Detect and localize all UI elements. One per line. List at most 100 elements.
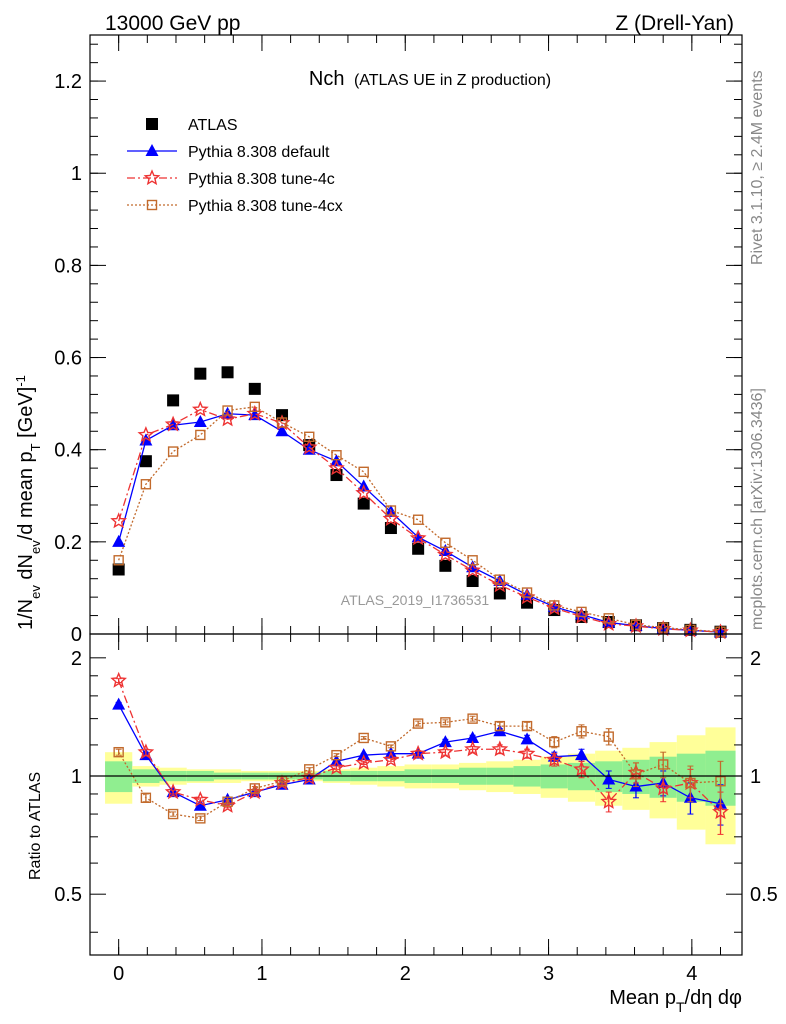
- main-data-point: [139, 433, 153, 446]
- legend: ATLAS Pythia 8.308 default Pythia 8.308 tu…: [127, 117, 343, 215]
- main-data-point: [164, 415, 182, 432]
- ratio-data-point: [195, 813, 206, 824]
- main-data-point: [385, 505, 397, 516]
- main-data-point: [358, 466, 369, 478]
- rivet-version-label: Rivet 3.1.10, ≥ 2.4M events: [749, 70, 766, 265]
- main-data-point: [440, 537, 451, 548]
- ratio-data-point: [464, 740, 482, 757]
- ratio-data-point: [112, 697, 126, 710]
- ratio-data-point: [715, 776, 726, 787]
- ratio-data-point: [191, 790, 209, 807]
- ratio-y-tick-label: 2: [71, 648, 82, 670]
- main-data-point: [328, 459, 345, 476]
- ratio-y-tick-label-right: 2: [750, 648, 761, 670]
- main-data-point: [412, 514, 424, 525]
- ratio-data-point: [494, 720, 506, 732]
- x-tick-label: 3: [543, 963, 554, 985]
- main-y-tick-label: 0.6: [54, 348, 82, 370]
- header-left-label: 13000 GeV pp: [105, 12, 240, 35]
- main-data-point: [464, 561, 482, 578]
- x-tick-label: 4: [686, 963, 697, 985]
- ratio-band-inner: [105, 761, 133, 793]
- ratio-data-point: [409, 744, 427, 761]
- main-data-point: [466, 575, 479, 588]
- main-y-tick-label: 0.4: [54, 440, 82, 462]
- main-data-point: [549, 600, 560, 611]
- ratio-data-point: [304, 764, 315, 775]
- legend-marker: [146, 199, 158, 211]
- ratio-data-point: [358, 732, 369, 744]
- main-data-point: [300, 438, 318, 455]
- ratio-data-point: [164, 783, 182, 800]
- header-right-label: Z (Drell-Yan): [615, 12, 734, 35]
- ratio-data-point: [328, 758, 345, 775]
- main-data-point: [466, 560, 480, 573]
- ratio-y-tick-label-right: 0.5: [750, 884, 778, 906]
- ratio-data-point: [657, 759, 669, 770]
- main-data-point: [112, 534, 126, 547]
- ratio-y-tick-label: 1: [71, 766, 82, 788]
- main-data-point: [276, 417, 288, 428]
- main-data-point: [521, 587, 533, 598]
- x-tick-label: 0: [113, 963, 124, 985]
- main-data-point: [167, 394, 180, 407]
- ratio-data-point: [331, 749, 342, 761]
- ratio-data-point: [491, 740, 509, 757]
- x-tick-label: 2: [400, 963, 411, 985]
- ratio-data-point: [603, 731, 614, 742]
- ratio-data-point: [600, 792, 618, 809]
- ratio-data-point: [440, 717, 451, 728]
- ratio-data-point: [167, 808, 179, 820]
- main-data-point: [357, 497, 370, 510]
- plot-title-sub: (ATLAS UE in Z production): [354, 72, 551, 89]
- ratio-data-point: [436, 743, 454, 760]
- main-data-point: [275, 424, 289, 437]
- main-data-point: [221, 366, 234, 379]
- main-data-point: [249, 401, 260, 413]
- main-y-tick-label: 0.2: [54, 532, 82, 554]
- legend-label: Pythia 8.308 tune-4cx: [188, 198, 343, 215]
- main-y-axis-label: 1/Nev dNev/d mean pT [GeV]-1: [13, 375, 43, 630]
- ratio-data-point: [602, 772, 616, 785]
- main-data-point: [193, 415, 207, 428]
- ratio-data-point: [382, 750, 400, 767]
- main-data-point: [576, 606, 587, 618]
- main-y-tick-label: 0.8: [54, 255, 82, 277]
- main-data-point: [137, 426, 155, 443]
- main-data-point: [331, 450, 342, 461]
- main-data-point: [384, 522, 397, 535]
- main-data-point: [167, 446, 179, 457]
- main-data-point: [439, 559, 452, 572]
- ratio-data-point: [467, 713, 478, 724]
- ratio-data-point: [545, 750, 563, 767]
- main-data-point: [195, 429, 206, 441]
- ratio-data-point: [276, 776, 288, 787]
- main-data-point: [494, 574, 506, 585]
- ratio-data-point: [573, 760, 590, 777]
- ratio-data-point: [685, 777, 696, 789]
- legend-marker: [146, 118, 158, 130]
- ratio-data-point: [466, 730, 480, 743]
- ratio-data-point: [630, 769, 642, 780]
- plot-title: Nch (ATLAS UE in Z production): [309, 68, 551, 90]
- ratio-data-point: [518, 744, 536, 761]
- main-y-tick-label: 0: [71, 624, 82, 646]
- main-data-point: [467, 555, 478, 566]
- legend-label: Pythia 8.308 tune-4c: [188, 171, 335, 188]
- ratio-y-axis-label: Ratio to ATLAS: [27, 772, 44, 880]
- ratio-data-point: [412, 718, 424, 729]
- ratio-series-layer: [110, 671, 729, 835]
- main-data-point: [139, 455, 152, 468]
- plot-title-main: Nch: [309, 68, 345, 90]
- ratio-data-point: [576, 726, 587, 737]
- main-data-point: [219, 410, 236, 427]
- ratio-data-point: [140, 792, 152, 804]
- ratio-data-point: [654, 779, 672, 796]
- main-data-point: [409, 529, 427, 546]
- ratio-data-point: [110, 671, 127, 688]
- ratio-data-point: [712, 803, 729, 820]
- ratio-data-point: [222, 796, 233, 807]
- ratio-data-point: [385, 741, 397, 752]
- ratio-y-tick-label-right: 1: [750, 766, 761, 788]
